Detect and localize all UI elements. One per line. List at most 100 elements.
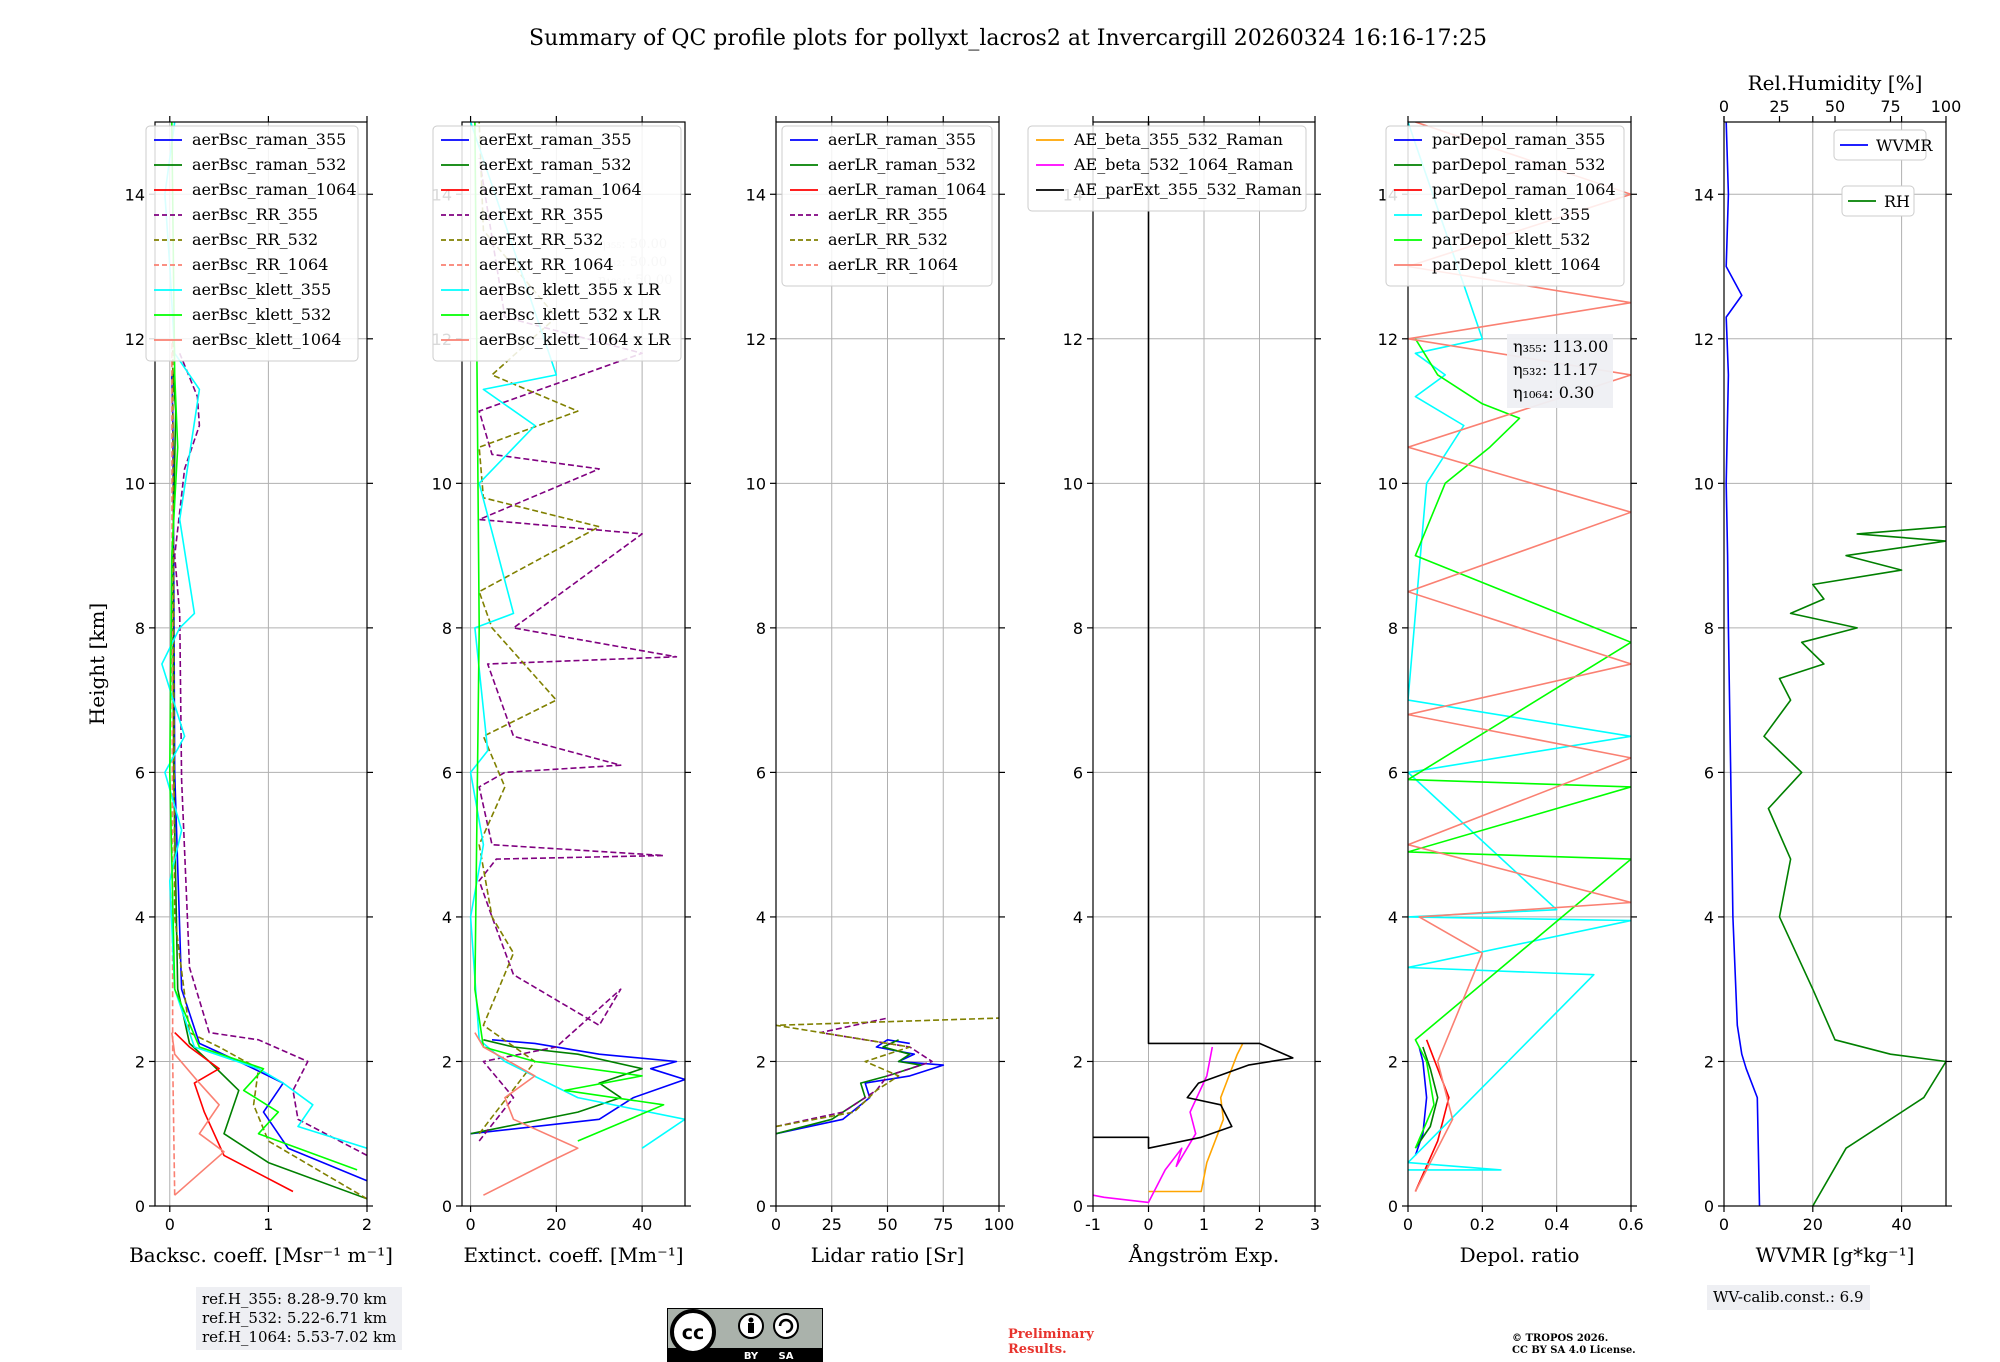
legend-label-aerext-rr-532: aerExt_RR_532 — [479, 230, 603, 249]
series-aerbsc-raman-532 — [171, 367, 367, 1200]
x-tick-label: 25 — [822, 1215, 842, 1234]
ref-height-1064: ref.H_1064: 5.53-7.02 km — [202, 1328, 397, 1346]
legend-label-pardepol-klett-532: parDepol_klett_532 — [1432, 230, 1590, 249]
y-tick-label: 14 — [1694, 185, 1714, 204]
sa-share-icon — [773, 1313, 799, 1339]
series-aerext-rr-532 — [478, 122, 601, 1135]
x-tick-label: 2 — [1254, 1215, 1264, 1234]
copyright-line-2: CC BY SA 4.0 License. — [1512, 1345, 1636, 1356]
legend-label-aerbsc-raman-532: aerBsc_raman_532 — [192, 155, 346, 174]
y-tick-label: 10 — [1694, 474, 1714, 493]
x-tick-label: 0.4 — [1544, 1215, 1569, 1234]
preliminary-line-2: Results. — [1008, 1342, 1067, 1357]
y-tick-label: 0 — [135, 1197, 145, 1216]
x-axis-label: Lidar ratio [Sr] — [811, 1243, 965, 1267]
x-tick-label: 0 — [165, 1215, 175, 1234]
y-tick-label: 0 — [442, 1197, 452, 1216]
legend-label-rh: RH — [1884, 192, 1910, 211]
series-pardepol-klett-532 — [1408, 338, 1631, 1149]
legend-label-aerbsc-klett-1064: aerBsc_klett_1064 — [192, 330, 341, 349]
x-tick-label: 50 — [877, 1215, 897, 1234]
legend-label-pardepol-raman-532: parDepol_raman_532 — [1432, 155, 1605, 174]
y-tick-label: 10 — [432, 474, 452, 493]
x-axis-label: Depol. ratio — [1460, 1243, 1580, 1267]
y-axis-label: Height [km] — [85, 603, 109, 725]
series-aerbsc-klett-355-x-lr — [469, 122, 685, 1149]
y-tick-label: 10 — [1063, 474, 1083, 493]
y-tick-label: 14 — [125, 185, 145, 204]
legend-label-aerlr-raman-532: aerLR_raman_532 — [828, 155, 976, 174]
eta-label: η₅₃₂: 11.17 — [1513, 360, 1598, 379]
x-tick-label: 2 — [362, 1215, 372, 1234]
cc-logo-icon — [670, 1309, 716, 1355]
y-tick-label: 4 — [442, 908, 452, 927]
series-ae-beta-532-1064-raman — [1093, 1046, 1214, 1204]
y-tick-label: 6 — [1704, 763, 1714, 782]
y-tick-label: 8 — [135, 619, 145, 638]
x-tick-label: 3 — [1310, 1215, 1320, 1234]
y-tick-label: 8 — [1704, 619, 1714, 638]
legend-label-aerbsc-rr-1064: aerBsc_RR_1064 — [192, 255, 328, 274]
panel-water_vapor: 0 2 4 6 8 10 12 14 0 20 40 WVMR [g*kg⁻¹] 0 25 50 75 100 R… — [1694, 71, 1962, 1267]
x-tick-label: 0 — [1143, 1215, 1153, 1234]
top-x-tick-label: 50 — [1825, 97, 1845, 116]
legend-label-aerext-rr-355: aerExt_RR_355 — [479, 205, 603, 224]
legend-label-aerbsc-klett-355-x-lr: aerBsc_klett_355 x LR — [479, 280, 661, 299]
panel-extinction: 0246810121402040Extinct. coeff. [Mm⁻¹]η₃… — [432, 116, 691, 1267]
top-x-axis-label: Rel.Humidity [%] — [1748, 71, 1923, 95]
y-tick-label: 4 — [756, 908, 766, 927]
y-tick-label: 4 — [1073, 908, 1083, 927]
series-aerbsc-klett-1064 — [171, 1032, 225, 1196]
y-tick-label: 4 — [1388, 908, 1398, 927]
legend-label-aerext-raman-532: aerExt_raman_532 — [479, 155, 632, 174]
legend-box — [1833, 129, 1927, 161]
series-group — [1093, 122, 1294, 1204]
top-x-tick-label: 0 — [1719, 97, 1729, 116]
legend-box — [1385, 125, 1625, 287]
x-tick-label: 0 — [771, 1215, 781, 1234]
y-tick-label: 2 — [135, 1052, 145, 1071]
legend-label-pardepol-raman-1064: parDepol_raman_1064 — [1432, 180, 1616, 199]
x-tick-label: 20 — [546, 1215, 566, 1234]
x-tick-label: 40 — [1891, 1215, 1911, 1234]
reference-height-box: ref.H_355: 8.28-9.70 km ref.H_532: 5.22-… — [196, 1287, 403, 1350]
legend-label-aerlr-raman-355: aerLR_raman_355 — [828, 130, 976, 149]
legend-label-ae-beta-532-1064-raman: AE_beta_532_1064_Raman — [1073, 155, 1293, 174]
cc-logo-label: cc — [682, 1322, 705, 1344]
legend-box — [781, 125, 993, 287]
series-pardepol-klett-1064 — [1408, 122, 1631, 1192]
ref-height-355: ref.H_355: 8.28-9.70 km — [202, 1290, 387, 1308]
x-tick-label: 0 — [465, 1215, 475, 1234]
series-aerlr-rr-532 — [776, 1017, 999, 1128]
series-pardepol-raman-1064 — [1414, 1039, 1450, 1192]
ref-height-532: ref.H_532: 5.22-6.71 km — [202, 1309, 387, 1327]
y-tick-label: 2 — [1388, 1052, 1398, 1071]
y-tick-label: 12 — [1694, 330, 1714, 349]
x-tick-label: 0 — [1403, 1215, 1413, 1234]
legend-label-aerext-raman-355: aerExt_raman_355 — [479, 130, 632, 149]
plot-frame — [154, 121, 368, 1207]
x-tick-label: 0.2 — [1470, 1215, 1495, 1234]
cc-license-badge: cc BY SA — [667, 1308, 823, 1362]
y-tick-label: 2 — [756, 1052, 766, 1071]
legend-label-aerlr-rr-355: aerLR_RR_355 — [828, 205, 948, 224]
legend-label-ae-parext-355-532-raman: AE_parExt_355_532_Raman — [1073, 180, 1302, 199]
legend-label-aerlr-raman-1064: aerLR_raman_1064 — [828, 180, 986, 199]
series-ae-beta-355-532-raman — [1148, 1043, 1244, 1193]
y-tick-label: 12 — [746, 330, 766, 349]
top-x-tick-label: 75 — [1880, 97, 1900, 116]
series-aerlr-raman-532 — [776, 1039, 922, 1135]
x-axis-label: Ångström Exp. — [1128, 1242, 1279, 1267]
y-tick-label: 0 — [1073, 1197, 1083, 1216]
y-tick-label: 0 — [756, 1197, 766, 1216]
y-tick-label: 10 — [1378, 474, 1398, 493]
x-tick-label: 1 — [1199, 1215, 1209, 1234]
series-aerext-raman-532 — [470, 1039, 643, 1135]
y-tick-label: 2 — [1704, 1052, 1714, 1071]
sa-label: SA — [779, 1351, 794, 1362]
x-tick-label: 75 — [933, 1215, 953, 1234]
series-wvmr — [1725, 122, 1761, 1206]
plot-frame — [461, 121, 686, 1207]
